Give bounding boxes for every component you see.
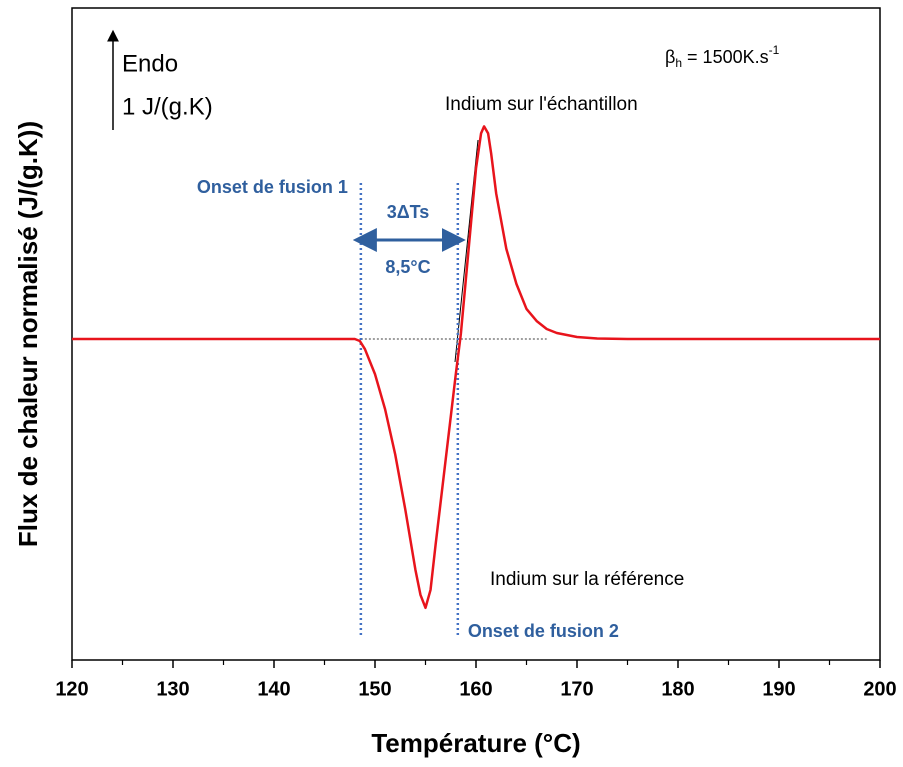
x-tick-label: 130 — [156, 678, 189, 700]
interval-label: 3ΔTs — [387, 202, 430, 222]
x-tick-label: 150 — [358, 678, 391, 700]
onset-label: Onset de fusion 1 — [197, 177, 348, 197]
data-line — [72, 125, 880, 610]
x-tick-label: 120 — [55, 678, 88, 700]
scale-direction: Endo — [122, 50, 178, 77]
x-tick-label: 200 — [863, 678, 896, 700]
annotation: Indium sur la référence — [490, 569, 684, 590]
x-tick-label: 160 — [459, 678, 492, 700]
scale-label: 1 J/(g.K) — [122, 93, 213, 120]
x-tick-label: 190 — [762, 678, 795, 700]
x-tick-label: 180 — [661, 678, 694, 700]
x-axis-label: Température (°C) — [371, 728, 580, 758]
onset-label: Onset de fusion 2 — [468, 621, 619, 641]
annotation: Indium sur l'échantillon — [445, 94, 638, 115]
x-tick-label: 140 — [257, 678, 290, 700]
interval-value: 8,5°C — [385, 257, 430, 277]
heating-rate: βh = 1500K.s-1 — [665, 43, 780, 70]
x-tick-label: 170 — [560, 678, 593, 700]
y-axis-label: Flux de chaleur normalisé (J/(g.K)) — [13, 121, 43, 547]
